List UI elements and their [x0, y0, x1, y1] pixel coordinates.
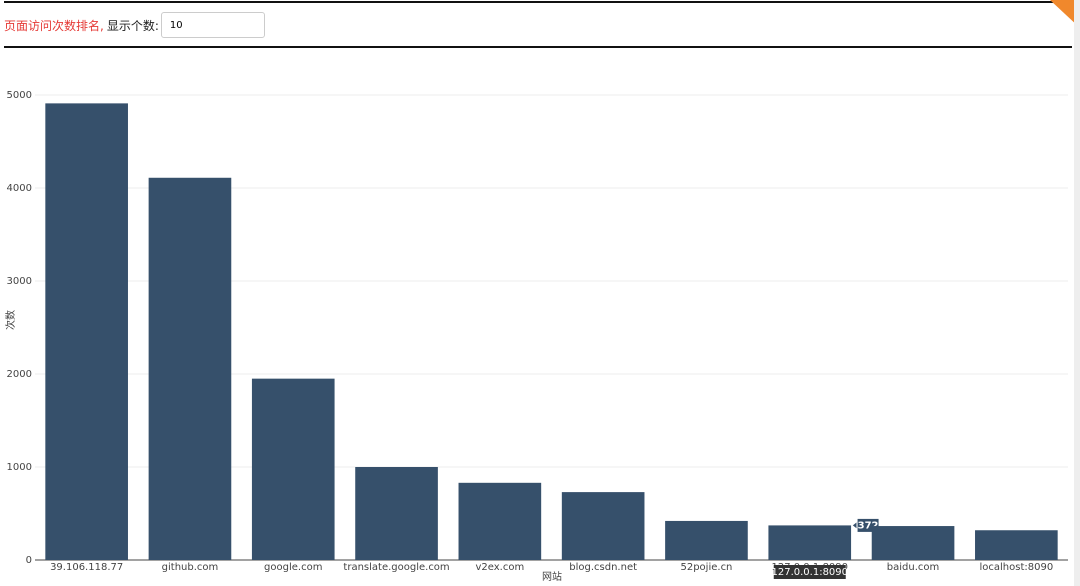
- corner-badge: [1050, 0, 1080, 28]
- x-axis-title: 网站: [542, 570, 562, 583]
- y-tick-label: 3000: [7, 276, 32, 287]
- header: 页面访问次数排名, 显示个数: 10: [4, 11, 265, 39]
- count-label: 显示个数:: [106, 18, 159, 33]
- bar: [45, 103, 128, 561]
- header-title: 页面访问次数排名,: [4, 18, 104, 33]
- y-tick-label: 1000: [7, 462, 32, 473]
- count-input[interactable]: 10: [160, 12, 265, 38]
- bar: [768, 525, 852, 560]
- bar: [355, 467, 438, 560]
- bar: [665, 520, 748, 560]
- x-tick-label: v2ex.com: [475, 562, 524, 573]
- x-tick-label: blog.csdn.net: [569, 562, 637, 573]
- scrollbar: [1074, 0, 1080, 586]
- x-tick-label: google.com: [264, 562, 322, 573]
- x-tick-label: localhost:8090: [979, 562, 1053, 573]
- x-tick-label: baidu.com: [887, 562, 939, 573]
- x-tick-label: 52pojie.cn: [680, 562, 732, 573]
- x-tick-label: github.com: [162, 562, 219, 573]
- y-tick-label: 5000: [7, 90, 32, 101]
- hover-label: 127.0.0.1:8090: [771, 567, 848, 578]
- tooltip-value: 372: [858, 520, 879, 531]
- bar: [871, 526, 955, 560]
- y-tick-label: 0: [26, 555, 32, 566]
- bar: [458, 482, 542, 560]
- y-tick-label: 4000: [7, 183, 32, 194]
- hover-label-box: [773, 565, 846, 579]
- y-axis-title: 次数: [4, 310, 17, 330]
- bar: [148, 177, 232, 560]
- y-tick-label: 2000: [7, 369, 32, 380]
- x-tick-label: 39.106.118.77: [50, 562, 123, 573]
- bar: [975, 530, 1058, 560]
- x-tick-label: translate.google.com: [343, 562, 449, 573]
- tooltip-pointer: [851, 520, 858, 531]
- bar: [561, 492, 645, 560]
- bar: [251, 378, 335, 560]
